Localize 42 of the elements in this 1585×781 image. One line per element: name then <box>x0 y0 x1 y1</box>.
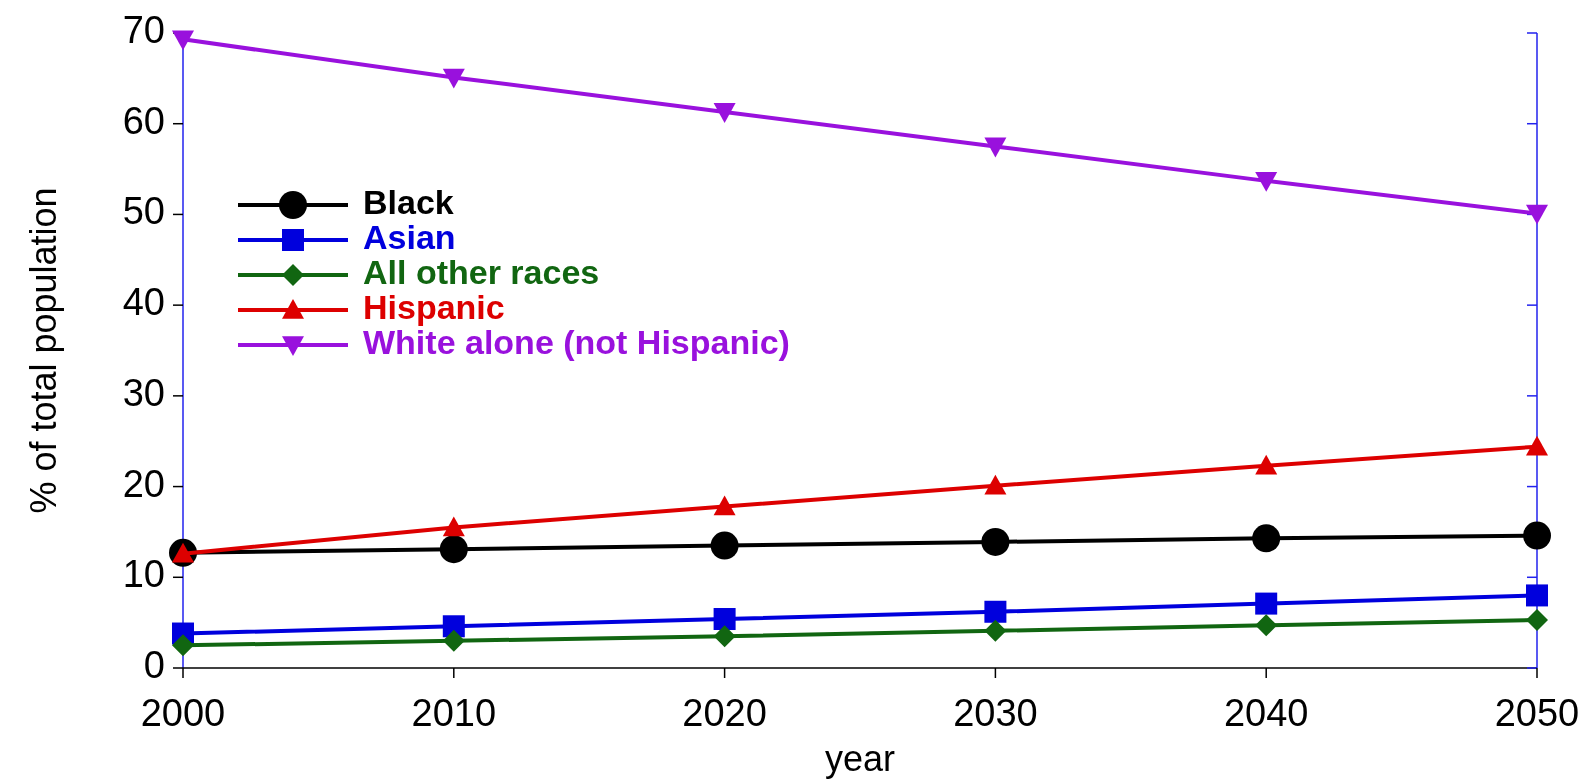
y-tick-label: 0 <box>143 644 165 687</box>
point <box>442 68 465 89</box>
x-tick-label: 2020 <box>682 692 767 734</box>
point <box>1252 524 1281 553</box>
point <box>1523 521 1551 550</box>
point <box>984 619 1007 642</box>
y-axis-title: % of total population <box>23 187 64 514</box>
x-tick-label: 2050 <box>1494 692 1580 734</box>
point <box>984 137 1007 158</box>
point <box>442 629 465 652</box>
x-axis-title: year <box>824 738 896 779</box>
point <box>1526 204 1548 225</box>
point <box>713 608 736 631</box>
point <box>1255 172 1278 192</box>
y-tick-label: 50 <box>122 190 165 233</box>
point <box>172 30 194 51</box>
y-tick-label: 10 <box>122 553 165 596</box>
y-tick-label: 70 <box>122 9 165 52</box>
x-tick-label: 2000 <box>140 692 226 734</box>
point <box>984 474 1007 495</box>
point <box>1526 435 1548 456</box>
x-tick-label: 2010 <box>411 692 497 734</box>
point <box>710 531 739 560</box>
x-tick-label: 2030 <box>953 692 1038 734</box>
point <box>1526 584 1548 607</box>
point <box>984 600 1007 623</box>
point <box>981 527 1010 556</box>
y-tick-label: 20 <box>122 462 165 505</box>
y-tick-label: 60 <box>122 99 165 142</box>
point <box>713 495 736 516</box>
point <box>713 625 736 648</box>
point <box>1255 454 1278 475</box>
point <box>1526 608 1548 631</box>
y-tick-label: 40 <box>122 281 165 324</box>
point <box>713 103 736 123</box>
y-tick-label: 30 <box>122 371 165 414</box>
point <box>439 535 468 564</box>
point <box>1255 614 1278 637</box>
x-tick-label: 2040 <box>1223 692 1309 734</box>
point <box>442 516 465 537</box>
point <box>172 634 194 657</box>
point <box>1255 592 1278 615</box>
